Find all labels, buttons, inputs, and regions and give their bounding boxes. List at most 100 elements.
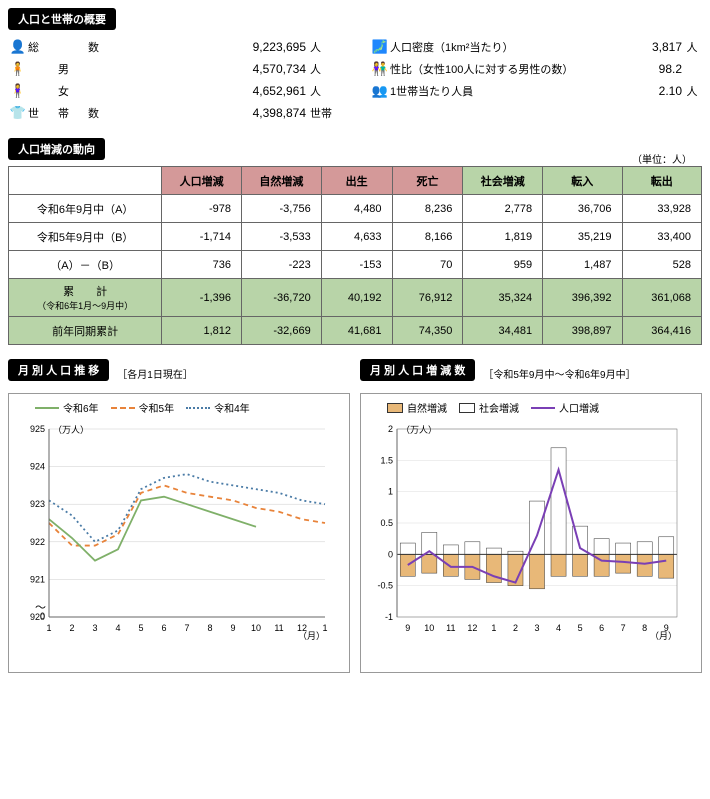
svg-text:7: 7 <box>621 623 626 633</box>
legend-swatch <box>459 403 475 413</box>
overview-row: 👫 性比（女性100人に対する男性の数） 98.2 <box>370 58 702 80</box>
row-icon: 👕 <box>8 105 28 121</box>
table-header: 転出 <box>622 167 702 195</box>
svg-text:7: 7 <box>184 623 189 633</box>
row-unit: 人 <box>682 83 702 99</box>
table-cell: -1,396 <box>162 279 242 317</box>
row-unit: 人 <box>310 83 340 99</box>
legend-item: 自然増減 <box>387 400 447 415</box>
chart-left-subtitle: ［各月1日現在］ <box>117 366 193 381</box>
svg-text:6: 6 <box>599 623 604 633</box>
svg-text:921: 921 <box>30 574 45 584</box>
svg-text:12: 12 <box>467 623 477 633</box>
table-cell: -978 <box>162 195 242 223</box>
table-cell: -36,720 <box>241 279 321 317</box>
chart-right-box: 自然増減社会増減人口増減 -1-0.500.511.52（万人）91011121… <box>360 393 702 673</box>
table-cell: 33,400 <box>622 223 702 251</box>
row-icon: 👥 <box>370 83 390 99</box>
overview-row: 🧍‍♀️ 女 4,652,961 人 <box>8 80 340 102</box>
svg-text:10: 10 <box>251 623 261 633</box>
svg-text:1.5: 1.5 <box>380 455 393 465</box>
table-cell: 35,324 <box>463 279 543 317</box>
trends-title: 人口増減の動向 <box>8 138 105 160</box>
table-cell: 8,236 <box>392 195 463 223</box>
table-cell: 1,487 <box>543 251 622 279</box>
chart-right-plot: -1-0.500.511.52（万人）9101112123456789（月） <box>367 421 695 651</box>
table-row: 令和5年9月中（B）-1,714-3,5334,6338,1661,81935,… <box>9 223 702 251</box>
table-cell: 41,681 <box>321 317 392 345</box>
svg-text:9: 9 <box>405 623 410 633</box>
overview-grid: 👤 総 数 9,223,695 人 🧍 男 4,570,734 人 🧍‍♀️ 女… <box>8 36 702 124</box>
svg-text:5: 5 <box>138 623 143 633</box>
overview-row: 👕 世 帯 数 4,398,874 世帯 <box>8 102 340 124</box>
row-icon: 🗾 <box>370 39 390 55</box>
row-value: 3,817 <box>622 40 682 54</box>
table-row: 令和6年9月中（A）-978-3,7564,4808,2362,77836,70… <box>9 195 702 223</box>
table-cell: 34,481 <box>463 317 543 345</box>
svg-text:4: 4 <box>556 623 561 633</box>
row-label: 前年同期累計 <box>9 317 162 345</box>
row-icon: 🧍 <box>8 61 28 77</box>
row-label: 累 計（令和6年1月～9月中） <box>9 279 162 317</box>
table-header: 死亡 <box>392 167 463 195</box>
overview-row: 🧍 男 4,570,734 人 <box>8 58 340 80</box>
chart-left-title: 月 別 人 口 推 移 <box>8 359 109 381</box>
overview-right: 🗾 人口密度（1km²当たり） 3,817 人 👫 性比（女性100人に対する男… <box>370 36 702 124</box>
svg-text:（月）: （月） <box>298 631 325 641</box>
table-header: 自然増減 <box>241 167 321 195</box>
svg-text:2: 2 <box>388 424 393 434</box>
svg-text:（万人）: （万人） <box>53 425 89 435</box>
table-cell: 959 <box>463 251 543 279</box>
row-label: 1世帯当たり人員 <box>390 83 622 99</box>
table-cell: 2,778 <box>463 195 543 223</box>
table-cell: -32,669 <box>241 317 321 345</box>
chart-left-legend: 令和6年令和5年令和4年 <box>15 400 343 415</box>
svg-text:10: 10 <box>424 623 434 633</box>
chart-right-title: 月 別 人 口 増 減 数 <box>360 359 475 381</box>
overview-section: 人口と世帯の概要 👤 総 数 9,223,695 人 🧍 男 4,570,734… <box>8 8 702 124</box>
svg-text:925: 925 <box>30 424 45 434</box>
table-cell: 398,897 <box>543 317 622 345</box>
svg-text:4: 4 <box>115 623 120 633</box>
svg-text:-1: -1 <box>385 612 393 622</box>
row-value: 2.10 <box>622 84 682 98</box>
svg-text:11: 11 <box>446 623 455 633</box>
trends-section: 人口増減の動向 （単位：人） 人口増減自然増減出生死亡社会増減転入転出令和6年9… <box>8 138 702 345</box>
row-label: 性比（女性100人に対する男性の数） <box>390 61 622 77</box>
table-cell: 361,068 <box>622 279 702 317</box>
svg-text:9: 9 <box>230 623 235 633</box>
trends-unit: （単位：人） <box>632 151 702 166</box>
legend-item: 人口増減 <box>531 400 599 415</box>
legend-label: 自然増減 <box>407 400 447 415</box>
legend-label: 社会増減 <box>479 400 519 415</box>
svg-text:6: 6 <box>161 623 166 633</box>
table-header: 転入 <box>543 167 622 195</box>
legend-item: 令和5年 <box>111 400 175 415</box>
chart-left-plot: 9209219229239249250〜（万人）1234567891011121… <box>15 421 343 651</box>
table-cell: 736 <box>162 251 242 279</box>
svg-text:1: 1 <box>388 487 393 497</box>
table-cell: 396,392 <box>543 279 622 317</box>
row-label: 令和5年9月中（B） <box>9 223 162 251</box>
table-cell: 74,350 <box>392 317 463 345</box>
table-cell: 35,219 <box>543 223 622 251</box>
svg-text:3: 3 <box>92 623 97 633</box>
table-cell: -1,714 <box>162 223 242 251</box>
overview-row: 👤 総 数 9,223,695 人 <box>8 36 340 58</box>
legend-item: 令和6年 <box>35 400 99 415</box>
legend-swatch <box>531 407 555 409</box>
legend-item: 令和4年 <box>186 400 250 415</box>
chart-right-subtitle: ［令和5年9月中～令和6年9月中］ <box>483 366 635 381</box>
svg-text:8: 8 <box>207 623 212 633</box>
chart-right-legend: 自然増減 社会増減人口増減 <box>367 400 695 415</box>
svg-text:1: 1 <box>491 623 496 633</box>
overview-title: 人口と世帯の概要 <box>8 8 116 30</box>
svg-text:〜: 〜 <box>35 602 46 614</box>
table-cell: 8,166 <box>392 223 463 251</box>
legend-swatch <box>35 407 59 409</box>
table-header: 社会増減 <box>463 167 543 195</box>
row-label: 令和6年9月中（A） <box>9 195 162 223</box>
legend-swatch <box>186 407 210 409</box>
chart-left-block: 月 別 人 口 推 移 ［各月1日現在］ 令和6年令和5年令和4年 920921… <box>8 359 350 673</box>
trends-table: 人口増減自然増減出生死亡社会増減転入転出令和6年9月中（A）-978-3,756… <box>8 166 702 345</box>
